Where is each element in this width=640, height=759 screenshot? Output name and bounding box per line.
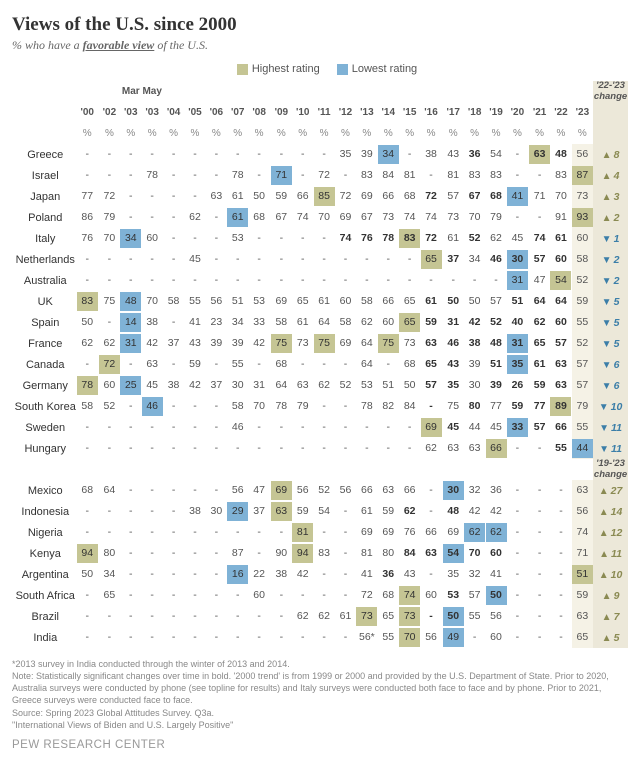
country-label: France <box>12 333 77 354</box>
table-row: Hungary----------------62636366--5544▼11 <box>12 438 628 459</box>
country-label: Canada <box>12 354 77 375</box>
page-title: Views of the U.S. since 2000 <box>12 14 628 36</box>
country-label: Poland <box>12 207 77 228</box>
table-row: Netherlands-----45----------653734463057… <box>12 249 628 270</box>
table-row: Japan7772----636150596685726966687257676… <box>12 186 628 207</box>
country-label: Greece <box>12 144 77 165</box>
country-label: Hungary <box>12 438 77 459</box>
table-row: UK83754870585556515369656160586665615050… <box>12 291 628 312</box>
source-footer: PEW RESEARCH CENTER <box>12 739 628 751</box>
table-row: Sweden-------46--------6945444533576655▼… <box>12 417 628 438</box>
table-row: India-------------56*55705649-60---65▲5 <box>12 627 628 648</box>
table-row: Greece------------353934-38433654-634856… <box>12 144 628 165</box>
table-row: Australia--------------------31475452▼2 <box>12 270 628 291</box>
table-row: Canada-72-63-59-55-68---64-6865433951356… <box>12 354 628 375</box>
country-label: South Korea <box>12 396 77 417</box>
country-label: Israel <box>12 165 77 186</box>
table-row: Mexico6864-----564769565256666366-303236… <box>12 480 628 501</box>
table-row: Poland8679---62-616867747069677374747370… <box>12 207 628 228</box>
footnotes: *2013 survey in India conducted through … <box>12 658 628 731</box>
country-label: Spain <box>12 312 77 333</box>
table-row: Argentina5034-----16223842--413643-35324… <box>12 564 628 585</box>
table-row: South Africa-65------60----7268746053575… <box>12 585 628 606</box>
table-row: Kenya9480-----87-909483-81808463547060--… <box>12 543 628 564</box>
data-table: MarMay'22-'23change'00'02'03'03'04'05'06… <box>12 81 628 648</box>
table-row: Italy76703460---53----747678837261526245… <box>12 228 628 249</box>
country-label: Nigeria <box>12 522 77 543</box>
country-label: Mexico <box>12 480 77 501</box>
country-label: Germany <box>12 375 77 396</box>
subtitle: % who have a favorable view of the U.S. <box>12 38 628 53</box>
country-label: Brazil <box>12 606 77 627</box>
country-label: Netherlands <box>12 249 77 270</box>
country-label: Sweden <box>12 417 77 438</box>
country-label: UK <box>12 291 77 312</box>
country-label: Indonesia <box>12 501 77 522</box>
country-label: Japan <box>12 186 77 207</box>
table-row: Germany786025453842373031646362525351505… <box>12 375 628 396</box>
country-label: Kenya <box>12 543 77 564</box>
table-row: Israel---78---78-71-72-838481-818383--83… <box>12 165 628 186</box>
table-row: South Korea5852-46---58707879--788284-75… <box>12 396 628 417</box>
table-row: Nigeria----------81--69697666696262---74… <box>12 522 628 543</box>
legend: Highest rating Lowest rating <box>12 63 628 75</box>
country-label: Argentina <box>12 564 77 585</box>
country-label: Italy <box>12 228 77 249</box>
swatch-low <box>337 64 348 75</box>
country-label: South Africa <box>12 585 77 606</box>
table-row: Spain50-1438-412334335861645862606559314… <box>12 312 628 333</box>
table-row: France6262314237433939427573756964757363… <box>12 333 628 354</box>
swatch-high <box>237 64 248 75</box>
country-label: Australia <box>12 270 77 291</box>
country-label: India <box>12 627 77 648</box>
table-row: Indonesia-----38302937635954-615962-4842… <box>12 501 628 522</box>
table-row: Brazil----------626261736573-505556---63… <box>12 606 628 627</box>
